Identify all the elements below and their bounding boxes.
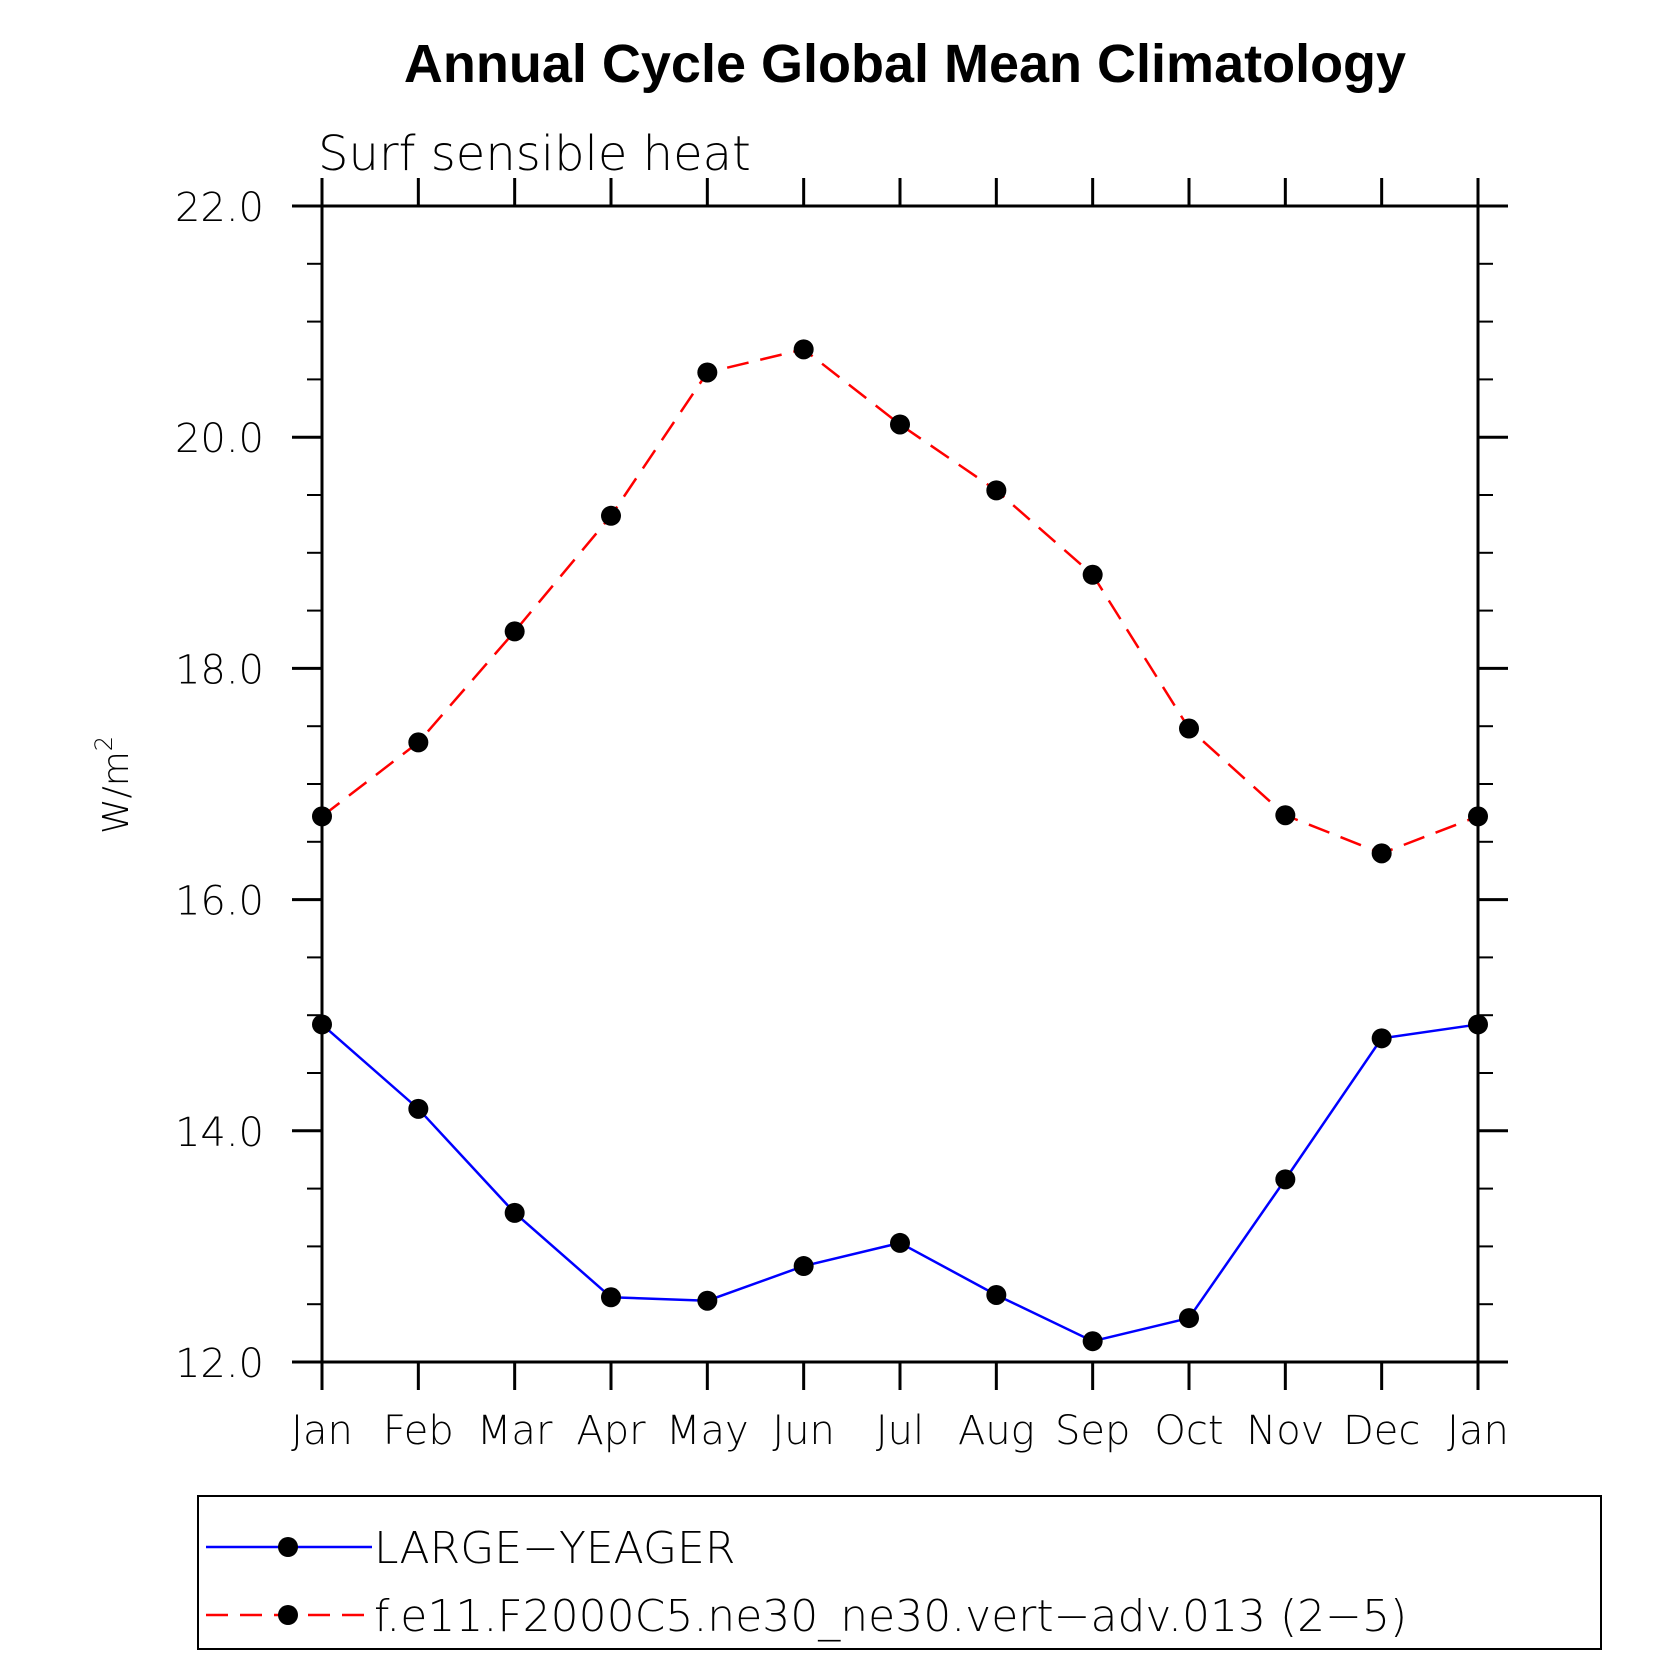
data-point [1468,1014,1488,1035]
legend-label-1: f.e11.F2000C5.ne30_ne30.vert−adv.013 (2−… [374,1591,1407,1642]
x-tick-label: Oct [1154,1408,1223,1454]
data-point [408,1098,429,1119]
data-point [1371,843,1392,864]
y-tick-label: 14.0 [175,1110,264,1156]
x-tick-label: Apr [576,1408,646,1454]
chart-subtitle: Surf sensible heat [318,126,751,182]
y-tick-label: 12.0 [175,1341,264,1387]
data-point [1275,805,1296,826]
x-tick-label: Jul [876,1408,924,1454]
data-point [1275,1169,1296,1190]
x-tick-label: Feb [383,1408,454,1454]
data-point [408,732,429,753]
data-point [1371,1028,1392,1049]
y-axis-label-base: W/m [96,751,137,834]
y-axis-label-superscript: 2 [90,736,118,751]
x-tick-label: Dec [1343,1408,1420,1454]
series-layer [312,339,1488,1352]
data-point [601,1287,621,1308]
data-point [890,414,910,435]
legend-marker [278,1537,298,1557]
x-tick-label: Mar [477,1408,553,1454]
data-point [312,806,332,827]
data-point [1179,718,1199,739]
y-tick-label: 16.0 [175,879,264,925]
data-point [1179,1308,1199,1329]
legend-marker [278,1605,298,1625]
data-point [1082,564,1103,585]
data-point [601,505,621,526]
x-tick-label: Aug [958,1408,1035,1454]
data-point [793,1256,814,1277]
legend-box [197,1495,1602,1650]
legend: LARGE−YEAGER f.e11.F2000C5.ne30_ne30.vert… [197,1495,1602,1650]
data-point [986,480,1007,501]
y-tick-label: 22.0 [175,185,264,231]
data-point [986,1284,1007,1305]
data-point [697,362,718,383]
series-line-0 [321,1023,1479,1343]
data-point [697,1290,718,1311]
legend-label-0: LARGE−YEAGER [374,1523,735,1574]
x-tick-label: Jan [291,1408,353,1454]
data-point [1468,806,1488,827]
data-point [312,1014,332,1035]
chart-title: Annual Cycle Global Mean Climatology [404,34,1406,94]
x-tick-label: Nov [1246,1408,1324,1454]
x-tick-label: Jan [1447,1408,1509,1454]
data-point [504,1202,525,1223]
plot-frame [320,204,1480,1364]
x-tick-label: Jun [772,1408,835,1454]
y-tick-label: 20.0 [175,416,264,462]
y-axis-label: W/m2 [90,736,137,834]
data-point [504,621,525,642]
data-point [890,1232,910,1253]
x-tick-label: Sep [1055,1408,1130,1454]
data-point [793,339,814,360]
axes: Jan Feb Mar Apr May Jun Jul Aug Sep Oct Nov Dec Jan 1… [175,178,1509,1454]
x-tick-label: May [666,1408,749,1454]
y-tick-label: 18.0 [175,647,264,693]
data-point [1082,1331,1103,1352]
